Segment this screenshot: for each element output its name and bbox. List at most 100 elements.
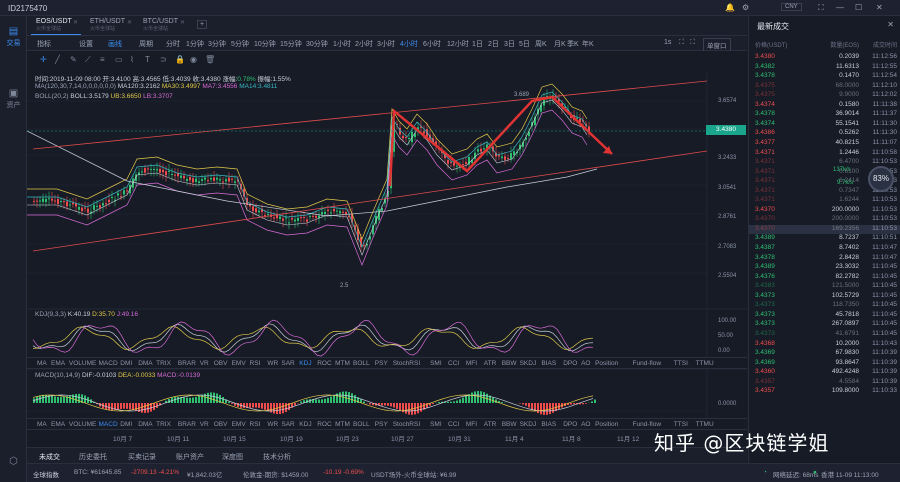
indicator-tab-brar[interactable]: BRAR bbox=[177, 360, 196, 367]
indicator-tab-dma[interactable]: DMA bbox=[138, 421, 153, 428]
period-9[interactable]: 2小时 bbox=[355, 41, 373, 48]
indicator-tab-wr[interactable]: WR bbox=[267, 421, 279, 428]
ray-icon[interactable]: ⟋ bbox=[85, 55, 91, 64]
indicator-tab-ema[interactable]: EMA bbox=[51, 421, 66, 428]
layout-select[interactable]: 单窗口 bbox=[703, 38, 731, 52]
bottom-tab-0[interactable]: 未成交 bbox=[39, 454, 60, 461]
measure-icon[interactable]: ⌇ bbox=[130, 55, 134, 64]
indicator-tab-psy[interactable]: PSY bbox=[374, 360, 388, 367]
nav-assets[interactable]: ▣ 资产 bbox=[0, 88, 27, 110]
indicator-tab-ma[interactable]: MA bbox=[37, 421, 47, 428]
close-tab-icon[interactable]: ✕ bbox=[179, 20, 185, 26]
indicator-tab-ttsi[interactable]: TTSI bbox=[673, 360, 688, 367]
magnet-icon[interactable]: ⊃ bbox=[160, 55, 167, 64]
indicator-tab-roc[interactable]: ROC bbox=[317, 360, 332, 367]
period-13[interactable]: 12小时 bbox=[447, 41, 469, 48]
indicator-tab-rsi[interactable]: RSI bbox=[249, 421, 261, 428]
settings-button[interactable]: 设置 bbox=[79, 41, 93, 48]
period-5[interactable]: 10分钟 bbox=[254, 41, 276, 48]
line-tool-icon[interactable]: ╱ bbox=[55, 55, 60, 64]
bottom-tab-3[interactable]: 账户资产 bbox=[176, 454, 204, 461]
indicator-tab-fund-flow[interactable]: Fund-flow bbox=[632, 421, 662, 428]
indicator-tab-skdj[interactable]: SKDJ bbox=[519, 360, 537, 367]
period-21[interactable]: 年K bbox=[582, 41, 594, 48]
brush-icon[interactable]: ✎ bbox=[70, 55, 77, 64]
indicator-tab-fund-flow[interactable]: Fund-flow bbox=[632, 360, 662, 367]
period-11[interactable]: 4小时 bbox=[400, 41, 418, 48]
bottom-tab-2[interactable]: 买卖记录 bbox=[128, 454, 156, 461]
indicator-tab-smi[interactable]: SMI bbox=[430, 360, 442, 367]
indicator-tab-volume[interactable]: VOLUME bbox=[68, 360, 97, 367]
indicator-tab-rsi[interactable]: RSI bbox=[249, 360, 261, 367]
indicator-tab-sar[interactable]: SAR bbox=[281, 421, 295, 428]
indicator-tab-obv[interactable]: OBV bbox=[213, 421, 228, 428]
maximize-icon[interactable]: ☐ bbox=[855, 3, 863, 12]
period-14[interactable]: 1日 bbox=[472, 41, 483, 48]
indicator-tab-mfi[interactable]: MFI bbox=[465, 360, 478, 367]
indicator-tab-macd[interactable]: MACD bbox=[98, 360, 118, 367]
indicator-tab-stochrsi[interactable]: StochRSI bbox=[392, 421, 421, 428]
shape-icon[interactable]: ▭ bbox=[115, 55, 123, 64]
indicator-tab-vr[interactable]: VR bbox=[199, 360, 209, 367]
indicator-tab-emv[interactable]: EMV bbox=[231, 360, 246, 367]
indicator-tab-mfi[interactable]: MFI bbox=[465, 421, 478, 428]
bottom-tab-4[interactable]: 深度图 bbox=[222, 454, 243, 461]
fullscreen-icon[interactable]: ⛶ bbox=[818, 3, 824, 12]
period-6[interactable]: 15分钟 bbox=[280, 41, 302, 48]
period-18[interactable]: 周K bbox=[535, 41, 547, 48]
period-20[interactable]: 季K bbox=[567, 41, 579, 48]
indicator-tab-smi[interactable]: SMI bbox=[430, 421, 442, 428]
bottom-tab-1[interactable]: 历史委托 bbox=[79, 454, 107, 461]
indicator-tab-stochrsi[interactable]: StochRSI bbox=[392, 360, 421, 367]
refresh-rate[interactable]: 1s bbox=[664, 39, 672, 46]
indicator-button[interactable]: 指标 bbox=[37, 41, 51, 48]
gear-icon[interactable]: ⚙ bbox=[742, 3, 750, 12]
indicator-tab-ttmu[interactable]: TTMU bbox=[695, 421, 714, 428]
indicator-tab-roc[interactable]: ROC bbox=[317, 421, 332, 428]
indicator-tab-bias[interactable]: BIAS bbox=[541, 360, 557, 367]
indicator-tab-dpo[interactable]: DPO bbox=[563, 360, 578, 367]
draw-line-button[interactable]: 画线 bbox=[108, 41, 122, 48]
indicator-tab-cci[interactable]: CCI bbox=[448, 421, 460, 428]
period-19[interactable]: 月K bbox=[554, 41, 566, 48]
period-1[interactable]: 分时 bbox=[166, 41, 180, 48]
indicator-tab-volume[interactable]: VOLUME bbox=[68, 421, 97, 428]
period-12[interactable]: 6小时 bbox=[423, 41, 441, 48]
indicator-tab-bias[interactable]: BIAS bbox=[541, 421, 557, 428]
indicator-tab-emv[interactable]: EMV bbox=[231, 421, 246, 428]
indicator-tab-sar[interactable]: SAR bbox=[281, 360, 295, 367]
crosshair-icon[interactable]: ✛ bbox=[40, 55, 47, 64]
chart-canvas[interactable] bbox=[27, 51, 747, 447]
collapse-icon[interactable]: ⛶ bbox=[690, 39, 695, 46]
indicator-tab-wr[interactable]: WR bbox=[267, 360, 279, 367]
indicator-tab-position[interactable]: Position bbox=[595, 421, 619, 428]
indicator-tab-dmi[interactable]: DMI bbox=[120, 421, 133, 428]
indicator-tab-dpo[interactable]: DPO bbox=[563, 421, 578, 428]
indicator-tab-ao[interactable]: AO bbox=[581, 360, 591, 367]
indicator-tab-bbw[interactable]: BBW bbox=[501, 360, 517, 367]
eye-icon[interactable]: ◉ bbox=[190, 55, 197, 64]
period-7[interactable]: 30分钟 bbox=[306, 41, 328, 48]
indicator-tab-brar[interactable]: BRAR bbox=[177, 421, 196, 428]
fib-icon[interactable]: ≡ bbox=[100, 55, 105, 64]
currency-select[interactable]: CNY bbox=[781, 3, 802, 11]
text-tool-icon[interactable]: T bbox=[145, 55, 150, 64]
tab-eos-usdt[interactable]: EOS/USDT 火币全球站 ✕ bbox=[31, 18, 81, 35]
period-17[interactable]: 5日 bbox=[519, 41, 530, 48]
tab-eth-usdt[interactable]: ETH/USDT 火币全球站 ✕ bbox=[90, 18, 132, 32]
period-3[interactable]: 3分钟 bbox=[208, 41, 226, 48]
period-2[interactable]: 1分钟 bbox=[186, 41, 204, 48]
indicator-tab-mtm[interactable]: MTM bbox=[335, 360, 350, 367]
settings-hex-icon[interactable]: ⬡ bbox=[9, 456, 18, 467]
indicator-tab-kdj[interactable]: KDJ bbox=[299, 360, 312, 367]
period-4[interactable]: 5分钟 bbox=[231, 41, 249, 48]
add-tab-button[interactable]: + bbox=[197, 20, 208, 29]
period-16[interactable]: 3日 bbox=[504, 41, 515, 48]
global-index-label[interactable]: 全球指数 bbox=[33, 472, 59, 479]
indicator-tab-trix[interactable]: TRIX bbox=[156, 421, 171, 428]
trash-icon[interactable]: 🗑 bbox=[205, 55, 216, 64]
close-tab-icon[interactable]: ✕ bbox=[126, 20, 132, 26]
indicator-tab-ttmu[interactable]: TTMU bbox=[695, 360, 714, 367]
lock-icon[interactable]: 🔒 bbox=[175, 55, 185, 64]
indicator-tab-boll[interactable]: BOLL bbox=[353, 421, 370, 428]
